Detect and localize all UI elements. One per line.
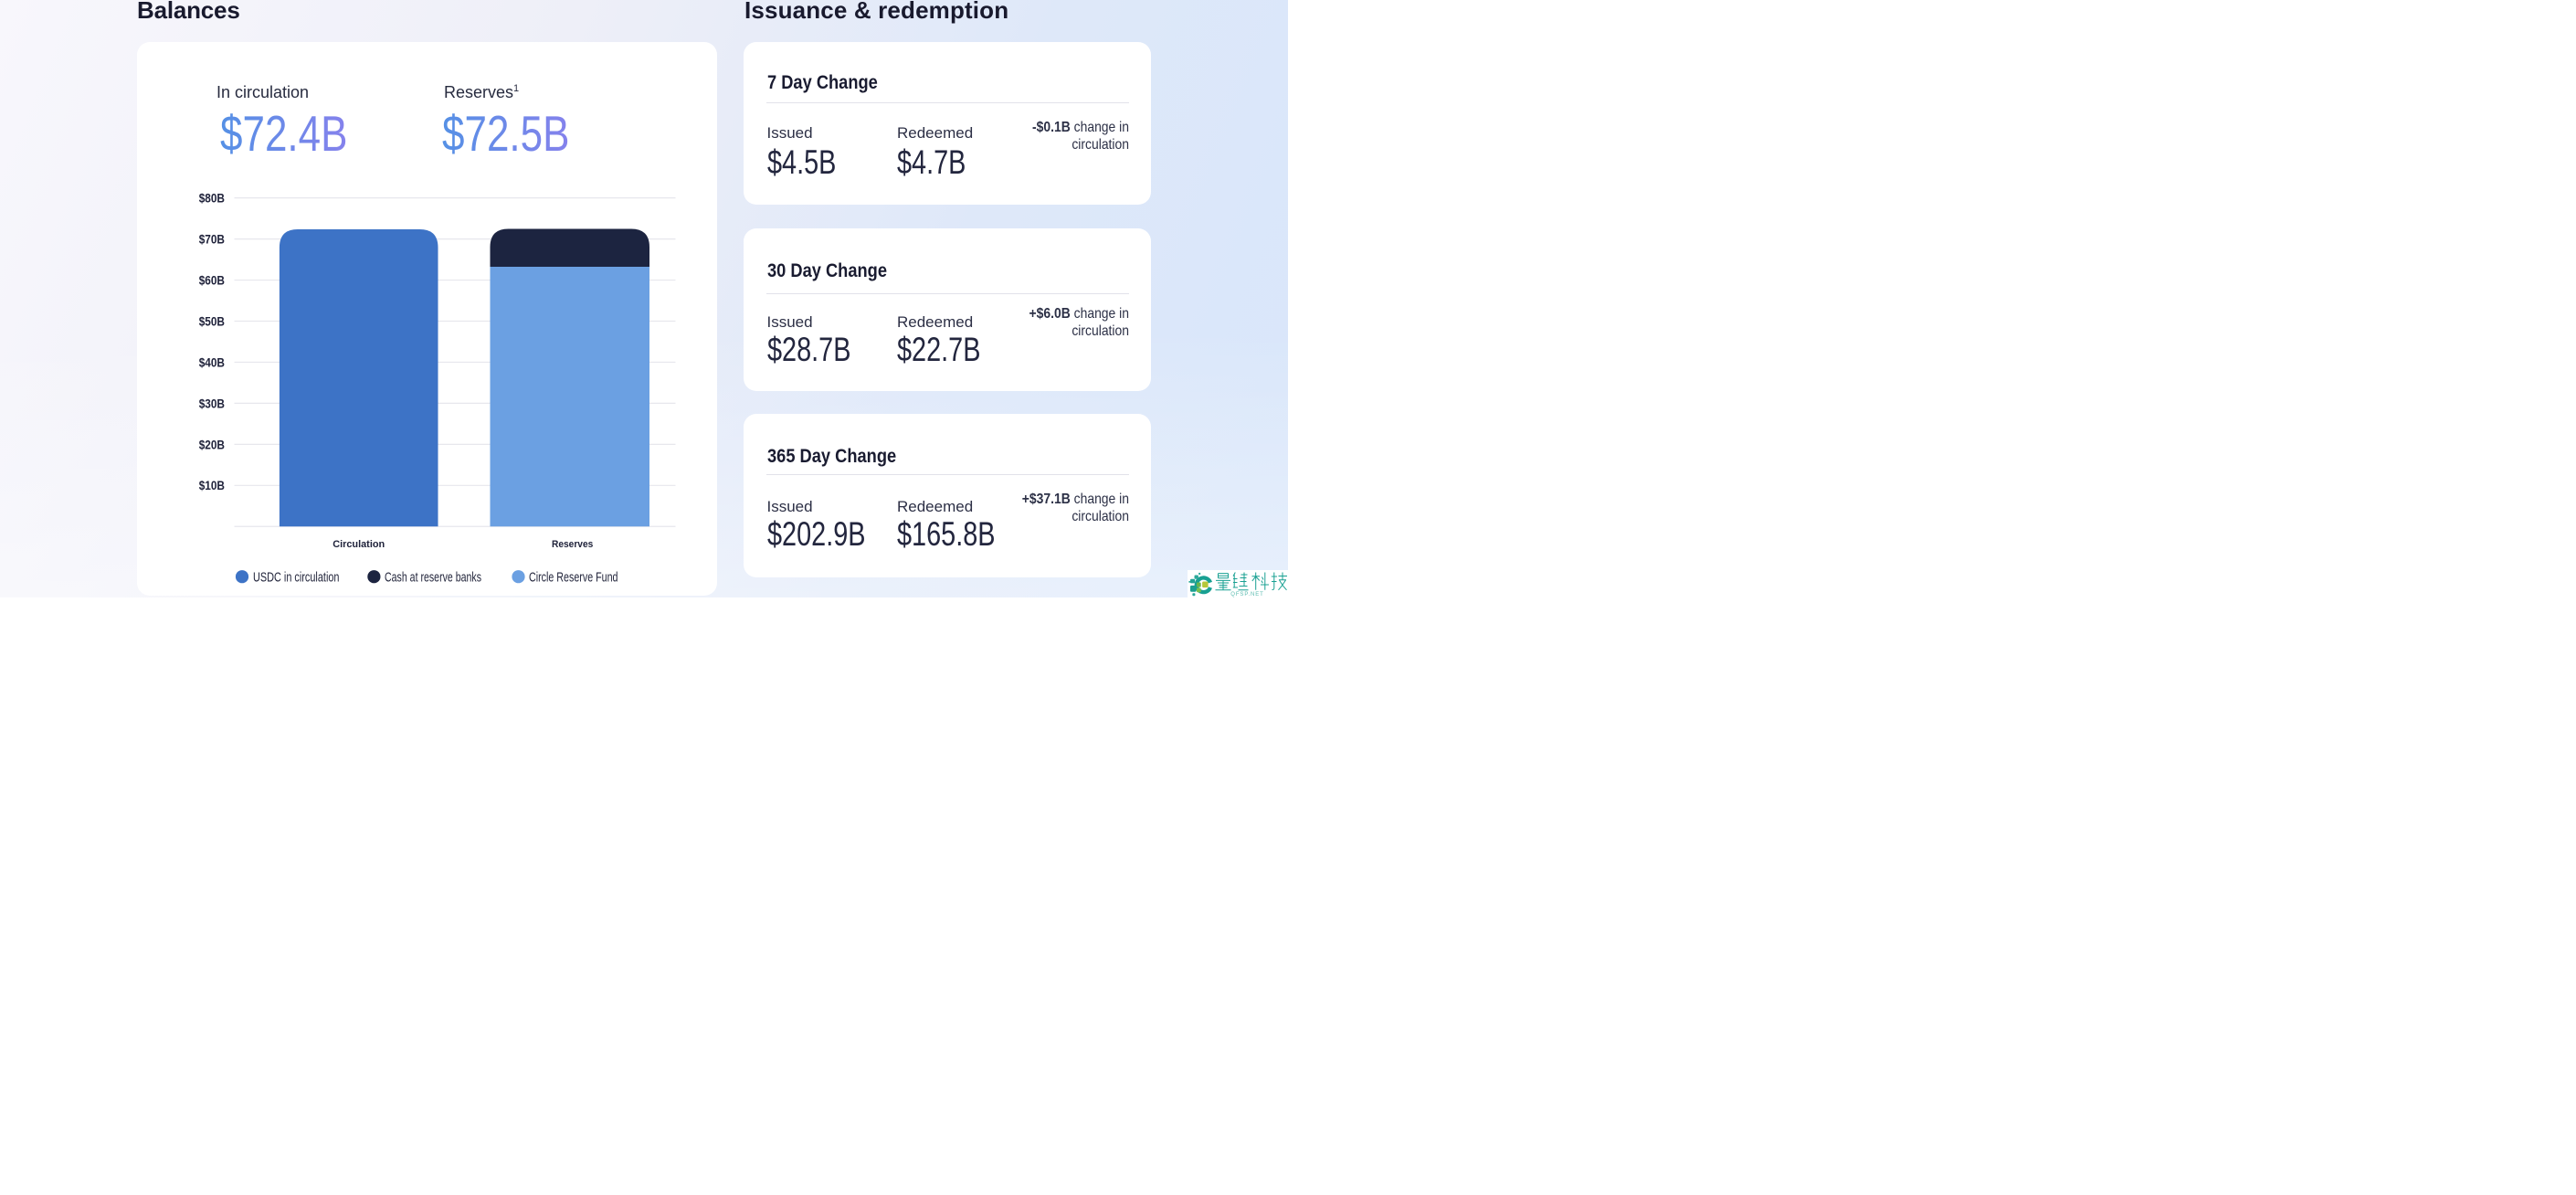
svg-text:Reserves: Reserves [552, 539, 593, 550]
svg-text:$20B: $20B [199, 438, 226, 451]
svg-text:USDC in circulation: USDC in circulation [253, 570, 340, 585]
svg-text:$40B: $40B [199, 355, 226, 369]
svg-text:Circle Reserve Fund: Circle Reserve Fund [529, 570, 618, 585]
svg-text:$70B: $70B [199, 233, 226, 247]
svg-text:Circulation: Circulation [333, 539, 385, 550]
svg-text:$10B: $10B [199, 479, 226, 492]
svg-text:Cash at reserve banks: Cash at reserve banks [385, 570, 481, 585]
svg-text:$30B: $30B [199, 397, 226, 410]
svg-text:$50B: $50B [199, 314, 226, 328]
svg-text:$80B: $80B [199, 192, 226, 206]
svg-text:QFSP.NET: QFSP.NET [1230, 592, 1263, 598]
svg-text:$60B: $60B [199, 273, 226, 287]
